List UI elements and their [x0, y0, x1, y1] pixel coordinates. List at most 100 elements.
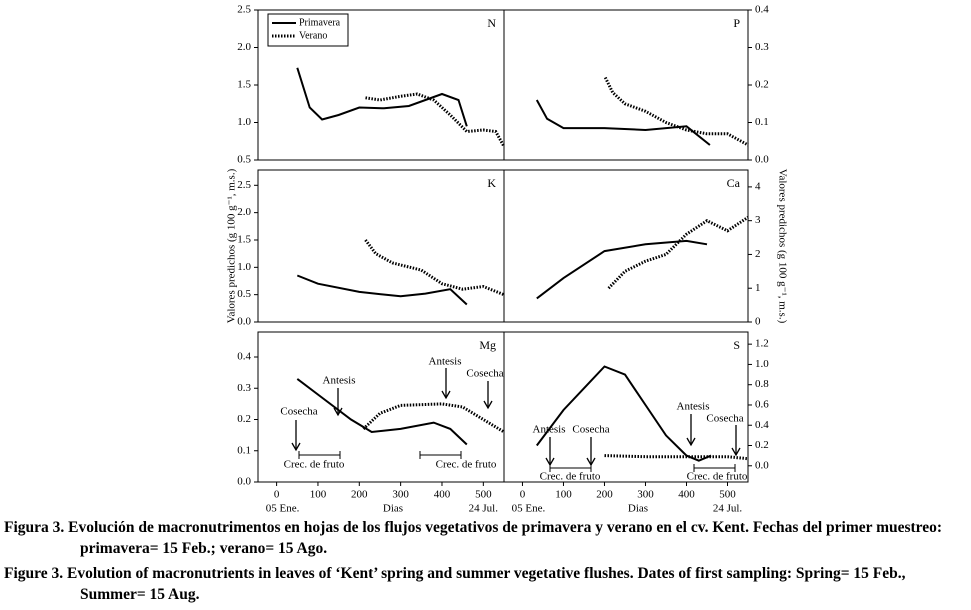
annotation: Crec. de fruto: [436, 459, 497, 471]
date-label: 05 Ene.: [512, 503, 546, 515]
arrow-head: [686, 437, 696, 447]
x-tick-label: 500: [719, 489, 736, 501]
y-tick-label: 1: [755, 282, 761, 294]
y-tick-label: 0.4: [237, 351, 251, 363]
panel-label: P: [733, 16, 740, 30]
y-tick-label: 2.0: [237, 41, 251, 53]
panel-label: K: [487, 176, 496, 190]
x-axis-label: Dias: [383, 503, 403, 515]
legend-label: Primavera: [299, 17, 341, 28]
y-tick-label: 1.5: [237, 234, 251, 246]
y-tick-label: 0.0: [237, 476, 251, 488]
legend-box: [267, 13, 349, 47]
series-line: [607, 216, 749, 290]
date-label: 05 Ene.: [266, 503, 300, 515]
y-tick-label: 0.8: [755, 378, 769, 390]
x-tick-label: 200: [351, 489, 368, 501]
arrow-head: [333, 407, 343, 417]
y-tick-label: 0.4: [755, 4, 769, 16]
caption-es: Figura 3. Evolución de macronutrimentos …: [4, 519, 943, 557]
annotation: Crec. de fruto: [540, 471, 601, 483]
annotation: Antesis: [677, 401, 710, 413]
series-line: [536, 365, 712, 462]
series-line: [362, 402, 505, 434]
legend-label: Verano: [299, 30, 327, 41]
y-tick-label: 2: [755, 248, 761, 260]
annotation: Antesis: [323, 375, 356, 387]
series-line: [603, 76, 749, 147]
y-tick-label: 1.0: [237, 261, 251, 273]
x-tick-label: 400: [434, 489, 451, 501]
y-tick-label: 0.5: [237, 154, 251, 166]
annotation: Crec. de fruto: [284, 459, 345, 471]
y-tick-label: 1.5: [237, 79, 251, 91]
x-axis-label: Dias: [628, 503, 648, 515]
y-tick-label: 0.3: [755, 41, 769, 53]
y-tick-label: 0: [755, 316, 761, 328]
y-tick-label: 0.2: [755, 79, 769, 91]
annotation: Cosecha: [280, 406, 317, 418]
y-tick-label: 0.2: [237, 413, 251, 425]
date-label: 24 Jul.: [469, 503, 499, 515]
y-tick-label: 1.2: [755, 338, 769, 350]
panel-frame: [503, 331, 749, 483]
panel-label: N: [487, 16, 496, 30]
y-tick-label: 1.0: [755, 358, 769, 370]
series-line: [536, 239, 708, 300]
y-tick-label: 0.0: [237, 316, 251, 328]
series-line: [296, 274, 468, 306]
x-tick-label: 500: [475, 489, 492, 501]
y-tick-label: 0.5: [237, 288, 251, 300]
panel-frame: [503, 169, 749, 323]
y-tick-label: 2.5: [237, 4, 251, 16]
panel-frame: [503, 9, 749, 161]
x-tick-label: 300: [392, 489, 409, 501]
date-label: 24 Jul.: [713, 503, 743, 515]
y-tick-label: 4: [755, 180, 761, 192]
x-tick-label: 0: [520, 489, 526, 501]
y-tick-label: 0.0: [755, 154, 769, 166]
panel-label: Mg: [479, 338, 496, 352]
y-tick-label: 0.2: [755, 439, 769, 451]
annotation: Cosecha: [466, 368, 503, 380]
x-tick-label: 0: [274, 489, 280, 501]
annotation: Antesis: [533, 424, 566, 436]
y-tick-label: 2.0: [237, 206, 251, 218]
arrow-head: [731, 447, 741, 457]
caption-en: Figure 3. Evolution of macronutrients in…: [4, 565, 906, 603]
x-tick-label: 200: [596, 489, 613, 501]
series-line: [296, 378, 468, 446]
series-line: [535, 99, 711, 146]
arrow-head: [291, 442, 301, 452]
y-tick-label: 2.5: [237, 179, 251, 191]
series-line: [296, 67, 468, 127]
x-tick-label: 400: [678, 489, 695, 501]
y-tick-label: 3: [755, 214, 761, 226]
arrow-head: [441, 390, 451, 400]
y-tick-label: 1.0: [237, 116, 251, 128]
y-tick-label: 0.0: [755, 459, 769, 471]
x-tick-label: 100: [555, 489, 572, 501]
figure: N 0.5 1.0 1.5 2.0 2.5 Primavera Verano P 0.0 0.1 0.…: [226, 4, 789, 515]
panel-label: Ca: [727, 176, 741, 190]
y-tick-label: 0.6: [755, 399, 769, 411]
y-tick-label: 0.1: [237, 444, 251, 456]
annotation: Crec. de fruto: [687, 471, 748, 483]
annotation: Cosecha: [706, 413, 743, 425]
y-axis-label: Valores predichos (g 100 g⁻¹, m.s.): [776, 169, 788, 324]
arrow-head: [483, 400, 493, 410]
y-tick-label: 0.3: [237, 382, 251, 394]
x-tick-label: 100: [310, 489, 327, 501]
x-tick-label: 300: [637, 489, 654, 501]
annotation: Antesis: [429, 356, 462, 368]
series-line: [365, 92, 506, 148]
y-axis-label: Valores predichos (g 100 g⁻¹, m.s.): [226, 168, 238, 323]
panel-label: S: [733, 338, 740, 352]
panel-frame: [257, 169, 505, 323]
y-tick-label: 0.4: [755, 419, 769, 431]
annotation: Cosecha: [572, 424, 609, 436]
y-tick-label: 0.1: [755, 116, 769, 128]
series-line: [364, 239, 505, 297]
series-line: [604, 454, 749, 461]
